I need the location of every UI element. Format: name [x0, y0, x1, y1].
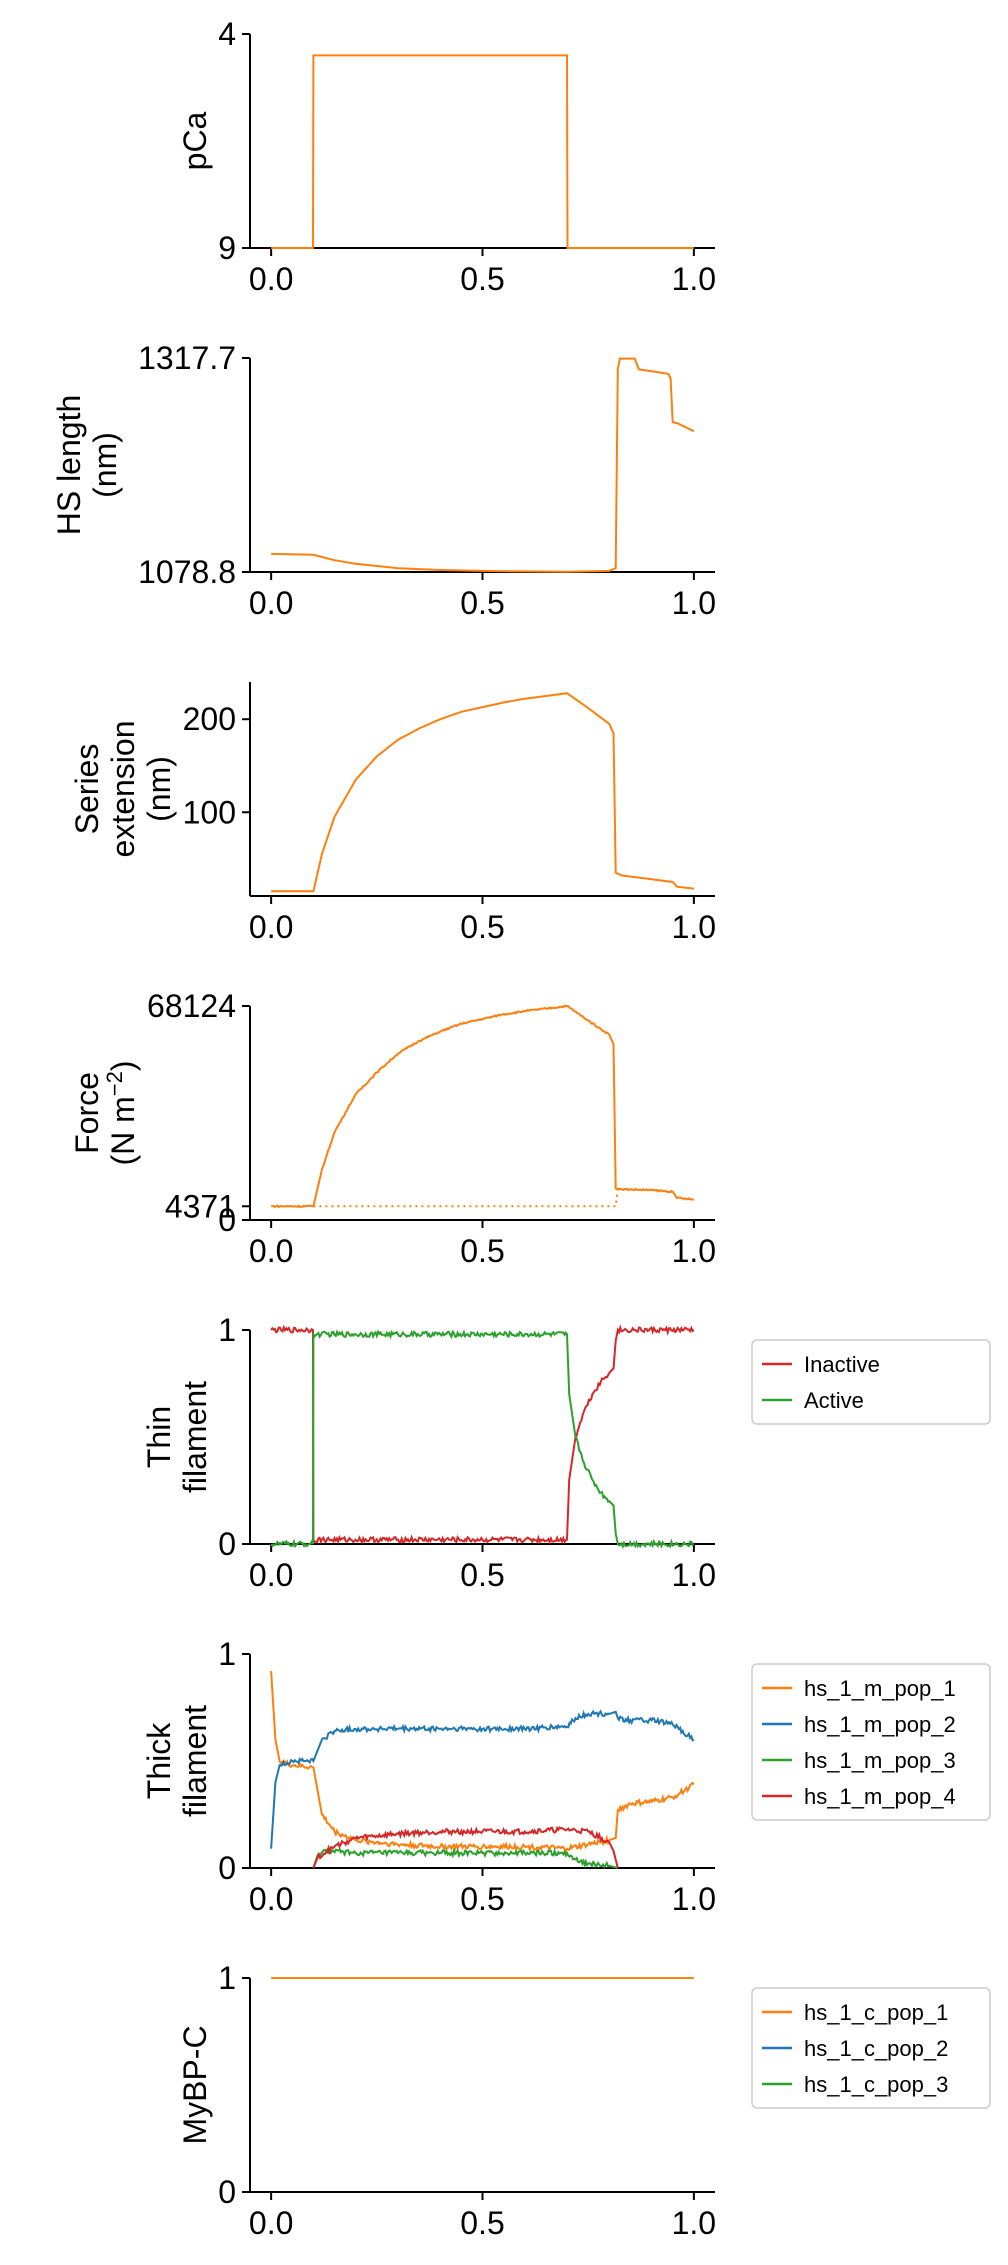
y-tick-label: 200 [183, 701, 236, 737]
y-axis-label: HS length(nm) [51, 395, 123, 536]
y-tick-label: 1078.8 [138, 554, 236, 590]
y-axis-label-line: pCa [177, 111, 213, 170]
x-tick-label: 0.0 [249, 2205, 293, 2241]
x-tick-label: 0.0 [249, 1881, 293, 1917]
y-axis-label-line: filament [177, 1381, 213, 1493]
x-tick-label: 0.5 [460, 1881, 504, 1917]
y-tick-label: 4 [218, 16, 236, 52]
y-axis-label-line: (nm) [141, 756, 177, 822]
y-axis-label-line: Thick [141, 1722, 177, 1799]
series-line-active [271, 1332, 694, 1547]
y-axis-label: pCa [177, 111, 213, 170]
x-tick-label: 1.0 [672, 261, 716, 297]
y-axis-label-line: Force [69, 1072, 105, 1154]
y-axis-label: Seriesextension(nm) [69, 721, 177, 858]
legend: hs_1_c_pop_1 hs_1_c_pop_2 hs_1_c_pop_3 [752, 1988, 990, 2108]
x-tick-label: 0.0 [249, 585, 293, 621]
x-tick-label: 0.5 [460, 2205, 504, 2241]
y-axis-label-line: HS length [51, 395, 87, 536]
y-axis-label-close: ) [105, 1060, 141, 1071]
y-tick-label: 0 [218, 1850, 236, 1886]
y-axis-label: MyBP-C [177, 2025, 213, 2144]
series-line-force [271, 1006, 694, 1207]
x-tick-label: 1.0 [672, 1233, 716, 1269]
y-axis-label-line: Series [69, 744, 105, 835]
x-tick-label: 0.5 [460, 1557, 504, 1593]
y-axis-label-line: MyBP-C [177, 2025, 213, 2144]
series-line-series-extension [271, 693, 694, 891]
x-tick-label: 0.0 [249, 1557, 293, 1593]
legend-label: hs_1_m_pop_3 [804, 1748, 956, 1773]
y-axis-label-line: filament [177, 1705, 213, 1817]
legend: hs_1_m_pop_1 hs_1_m_pop_2 hs_1_m_pop_3 hs_1… [752, 1664, 990, 1820]
legend-label: hs_1_m_pop_4 [804, 1784, 956, 1809]
legend-label: hs_1_m_pop_1 [804, 1676, 956, 1701]
x-tick-label: 0.5 [460, 1233, 504, 1269]
y-tick-label: 1 [218, 1960, 236, 1996]
subplot-7: 0.0 0.5 1.001MyBP-Chs_1_c_pop_1hs_1_c_pop_… [177, 1960, 990, 2241]
subplot-1: 0.0 0.5 1.0 4 9 pCa [177, 16, 716, 297]
series-line-hs-length [271, 359, 694, 572]
y-axis-label-superscript: −2 [102, 1071, 127, 1096]
series-line-inactive [271, 1327, 694, 1542]
series-line-hs-1-m-pop-3 [313, 1849, 617, 1868]
x-tick-label: 0.5 [460, 261, 504, 297]
x-tick-label: 1.0 [672, 1557, 716, 1593]
y-tick-label: 1 [218, 1312, 236, 1348]
y-tick-label: 0 [218, 1526, 236, 1562]
y-tick-label: 1317.7 [138, 340, 236, 376]
x-tick-label: 0.0 [249, 909, 293, 945]
legend-label: hs_1_m_pop_2 [804, 1712, 956, 1737]
y-tick-label: 68124 [147, 988, 236, 1024]
legend-label: hs_1_c_pop_1 [804, 2000, 948, 2025]
y-axis-label: Thickfilament [141, 1705, 213, 1817]
x-tick-label: 0.5 [460, 585, 504, 621]
y-axis-label: Thinfilament [141, 1381, 213, 1493]
y-axis-label-line: (nm) [87, 432, 123, 498]
legend-label: Inactive [804, 1352, 880, 1377]
x-tick-label: 1.0 [672, 585, 716, 621]
x-tick-label: 1.0 [672, 909, 716, 945]
y-axis-label-line: (N m [105, 1096, 141, 1165]
y-axis-label-line: Thin [141, 1406, 177, 1468]
y-axis-label: Force(N m−2) [69, 1060, 141, 1165]
series-line-pca [271, 55, 694, 248]
y-axis-label-line: extension [105, 721, 141, 858]
x-tick-label: 1.0 [672, 2205, 716, 2241]
y-tick-label: 0 [218, 2174, 236, 2210]
series-line-hs-1-m-pop-2 [271, 1711, 694, 1848]
legend-label: hs_1_c_pop_2 [804, 2036, 948, 2061]
legend: Inactive Active [752, 1340, 990, 1424]
x-tick-label: 0.0 [249, 1233, 293, 1269]
y-tick-label: 9 [218, 230, 236, 266]
x-tick-label: 1.0 [672, 1881, 716, 1917]
subplot-2: 0.0 0.5 1.0 1078.8 1317.7 HS length(nm) [51, 340, 716, 621]
x-tick-label: 0.5 [460, 909, 504, 945]
series-line-hs-1-m-pop-1 [271, 1671, 694, 1851]
y-tick-label: 1 [218, 1636, 236, 1672]
legend-label: hs_1_c_pop_3 [804, 2072, 948, 2097]
x-tick-label: 0.0 [249, 261, 293, 297]
legend-label: Active [804, 1388, 864, 1413]
y-tick-label: 4371 [165, 1188, 236, 1224]
y-tick-label: 100 [183, 794, 236, 830]
series-line-force-baseline [313, 1189, 617, 1207]
subplot-6: 0.0 0.5 1.001Thickfilamenths_1_m_pop_1hs_1… [141, 1636, 990, 1917]
